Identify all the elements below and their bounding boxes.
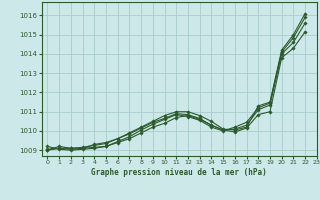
- X-axis label: Graphe pression niveau de la mer (hPa): Graphe pression niveau de la mer (hPa): [91, 168, 267, 177]
